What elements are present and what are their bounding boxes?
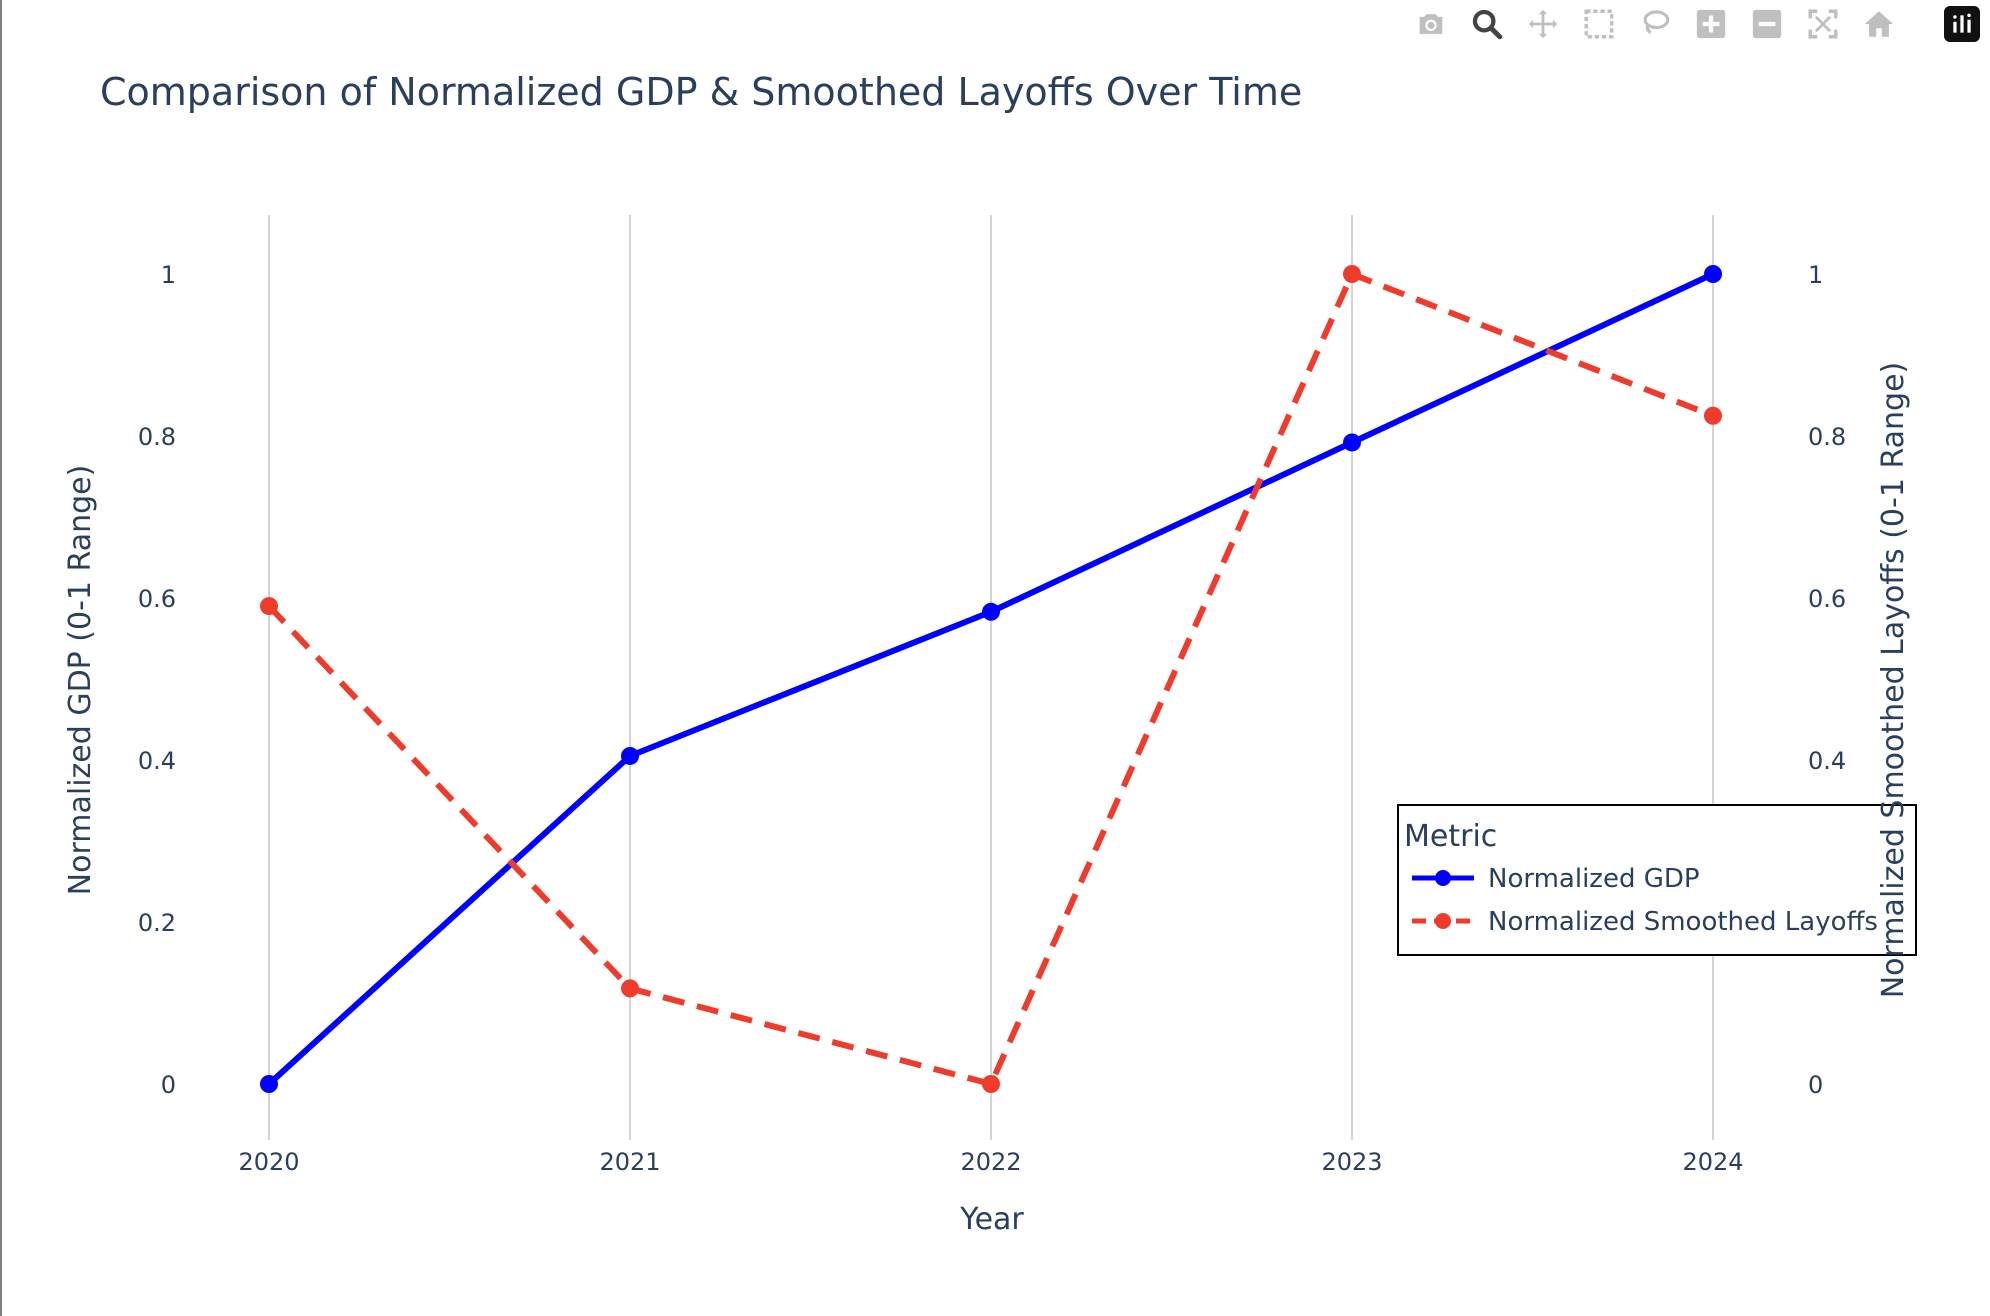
box-select-icon[interactable] (1580, 5, 1618, 43)
x-tick-label: 2021 (599, 1148, 660, 1176)
legend-box (1397, 804, 1917, 956)
y-tick-label: 0.6 (138, 585, 176, 613)
y-tick-label: 0.4 (138, 747, 176, 775)
y-tick-label: 0.2 (138, 909, 176, 937)
data-point-gdp[interactable] (260, 1075, 278, 1093)
data-point-gdp[interactable] (1704, 265, 1722, 283)
x-tick-label: 2020 (238, 1148, 299, 1176)
x-tick-label: 2023 (1321, 1148, 1382, 1176)
zoom-out-icon[interactable] (1748, 5, 1786, 43)
x-axis-title: Year (959, 1202, 1024, 1237)
data-point-layoffs[interactable] (982, 1075, 1000, 1093)
series-line-layoffs[interactable] (266, 271, 1715, 1087)
modebar (1412, 4, 1980, 44)
chart-title: Comparison of Normalized GDP & Smoothed … (100, 70, 1302, 114)
y2-tick-label: 0.6 (1808, 585, 1846, 613)
y-tick-label: 0.8 (138, 423, 176, 451)
y2-tick-label: 1 (1808, 261, 1823, 289)
legend-layoffs-label: Normalized Smoothed Layoffs (1488, 907, 1878, 937)
reset-axes-icon[interactable] (1860, 5, 1898, 43)
legend-gdp-label: Normalized GDP (1488, 864, 1700, 894)
data-point-layoffs[interactable] (1704, 406, 1722, 425)
zoom-in-icon[interactable] (1692, 5, 1730, 43)
legend-gdp-marker-icon (1435, 870, 1451, 886)
legend[interactable]: Metric Normalized GDP Normalized Smoothe… (1397, 804, 1917, 956)
data-point-layoffs[interactable] (1343, 265, 1361, 283)
plotly-logo-icon[interactable] (1944, 6, 1980, 42)
y2-tick-label: 0 (1808, 1071, 1823, 1099)
y-tick-label: 0 (161, 1071, 176, 1099)
legend-item-layoffs[interactable]: Normalized Smoothed Layoffs (1412, 907, 1878, 937)
legend-layoffs-marker-icon (1435, 913, 1451, 929)
axes-layer: 2020202120222023202400.20.40.60.8100.20.… (138, 261, 1846, 1176)
camera-icon[interactable] (1412, 5, 1450, 43)
legend-title: Metric (1404, 819, 1497, 854)
data-point-gdp[interactable] (982, 602, 1000, 621)
y-tick-label: 1 (161, 261, 176, 289)
autoscale-icon[interactable] (1804, 5, 1842, 43)
legend-item-gdp[interactable]: Normalized GDP (1412, 864, 1700, 894)
zoom-icon[interactable] (1468, 5, 1506, 43)
lasso-select-icon[interactable] (1636, 5, 1674, 43)
y-axis-title: Normalized GDP (0-1 Range) (63, 465, 98, 896)
x-tick-label: 2024 (1682, 1148, 1743, 1176)
data-point-layoffs[interactable] (621, 979, 639, 998)
pan-icon[interactable] (1524, 5, 1562, 43)
data-point-gdp[interactable] (621, 746, 639, 765)
y2-tick-label: 0.4 (1808, 747, 1846, 775)
data-point-layoffs[interactable] (260, 597, 278, 616)
y2-axis-title: Normalized Smoothed Layoffs (0-1 Range) (1876, 362, 1911, 999)
grid-layer (268, 215, 1714, 1140)
series-layer (260, 265, 1722, 1093)
y2-tick-label: 0.8 (1808, 423, 1846, 451)
data-point-gdp[interactable] (1343, 433, 1361, 452)
x-tick-label: 2022 (960, 1148, 1021, 1176)
